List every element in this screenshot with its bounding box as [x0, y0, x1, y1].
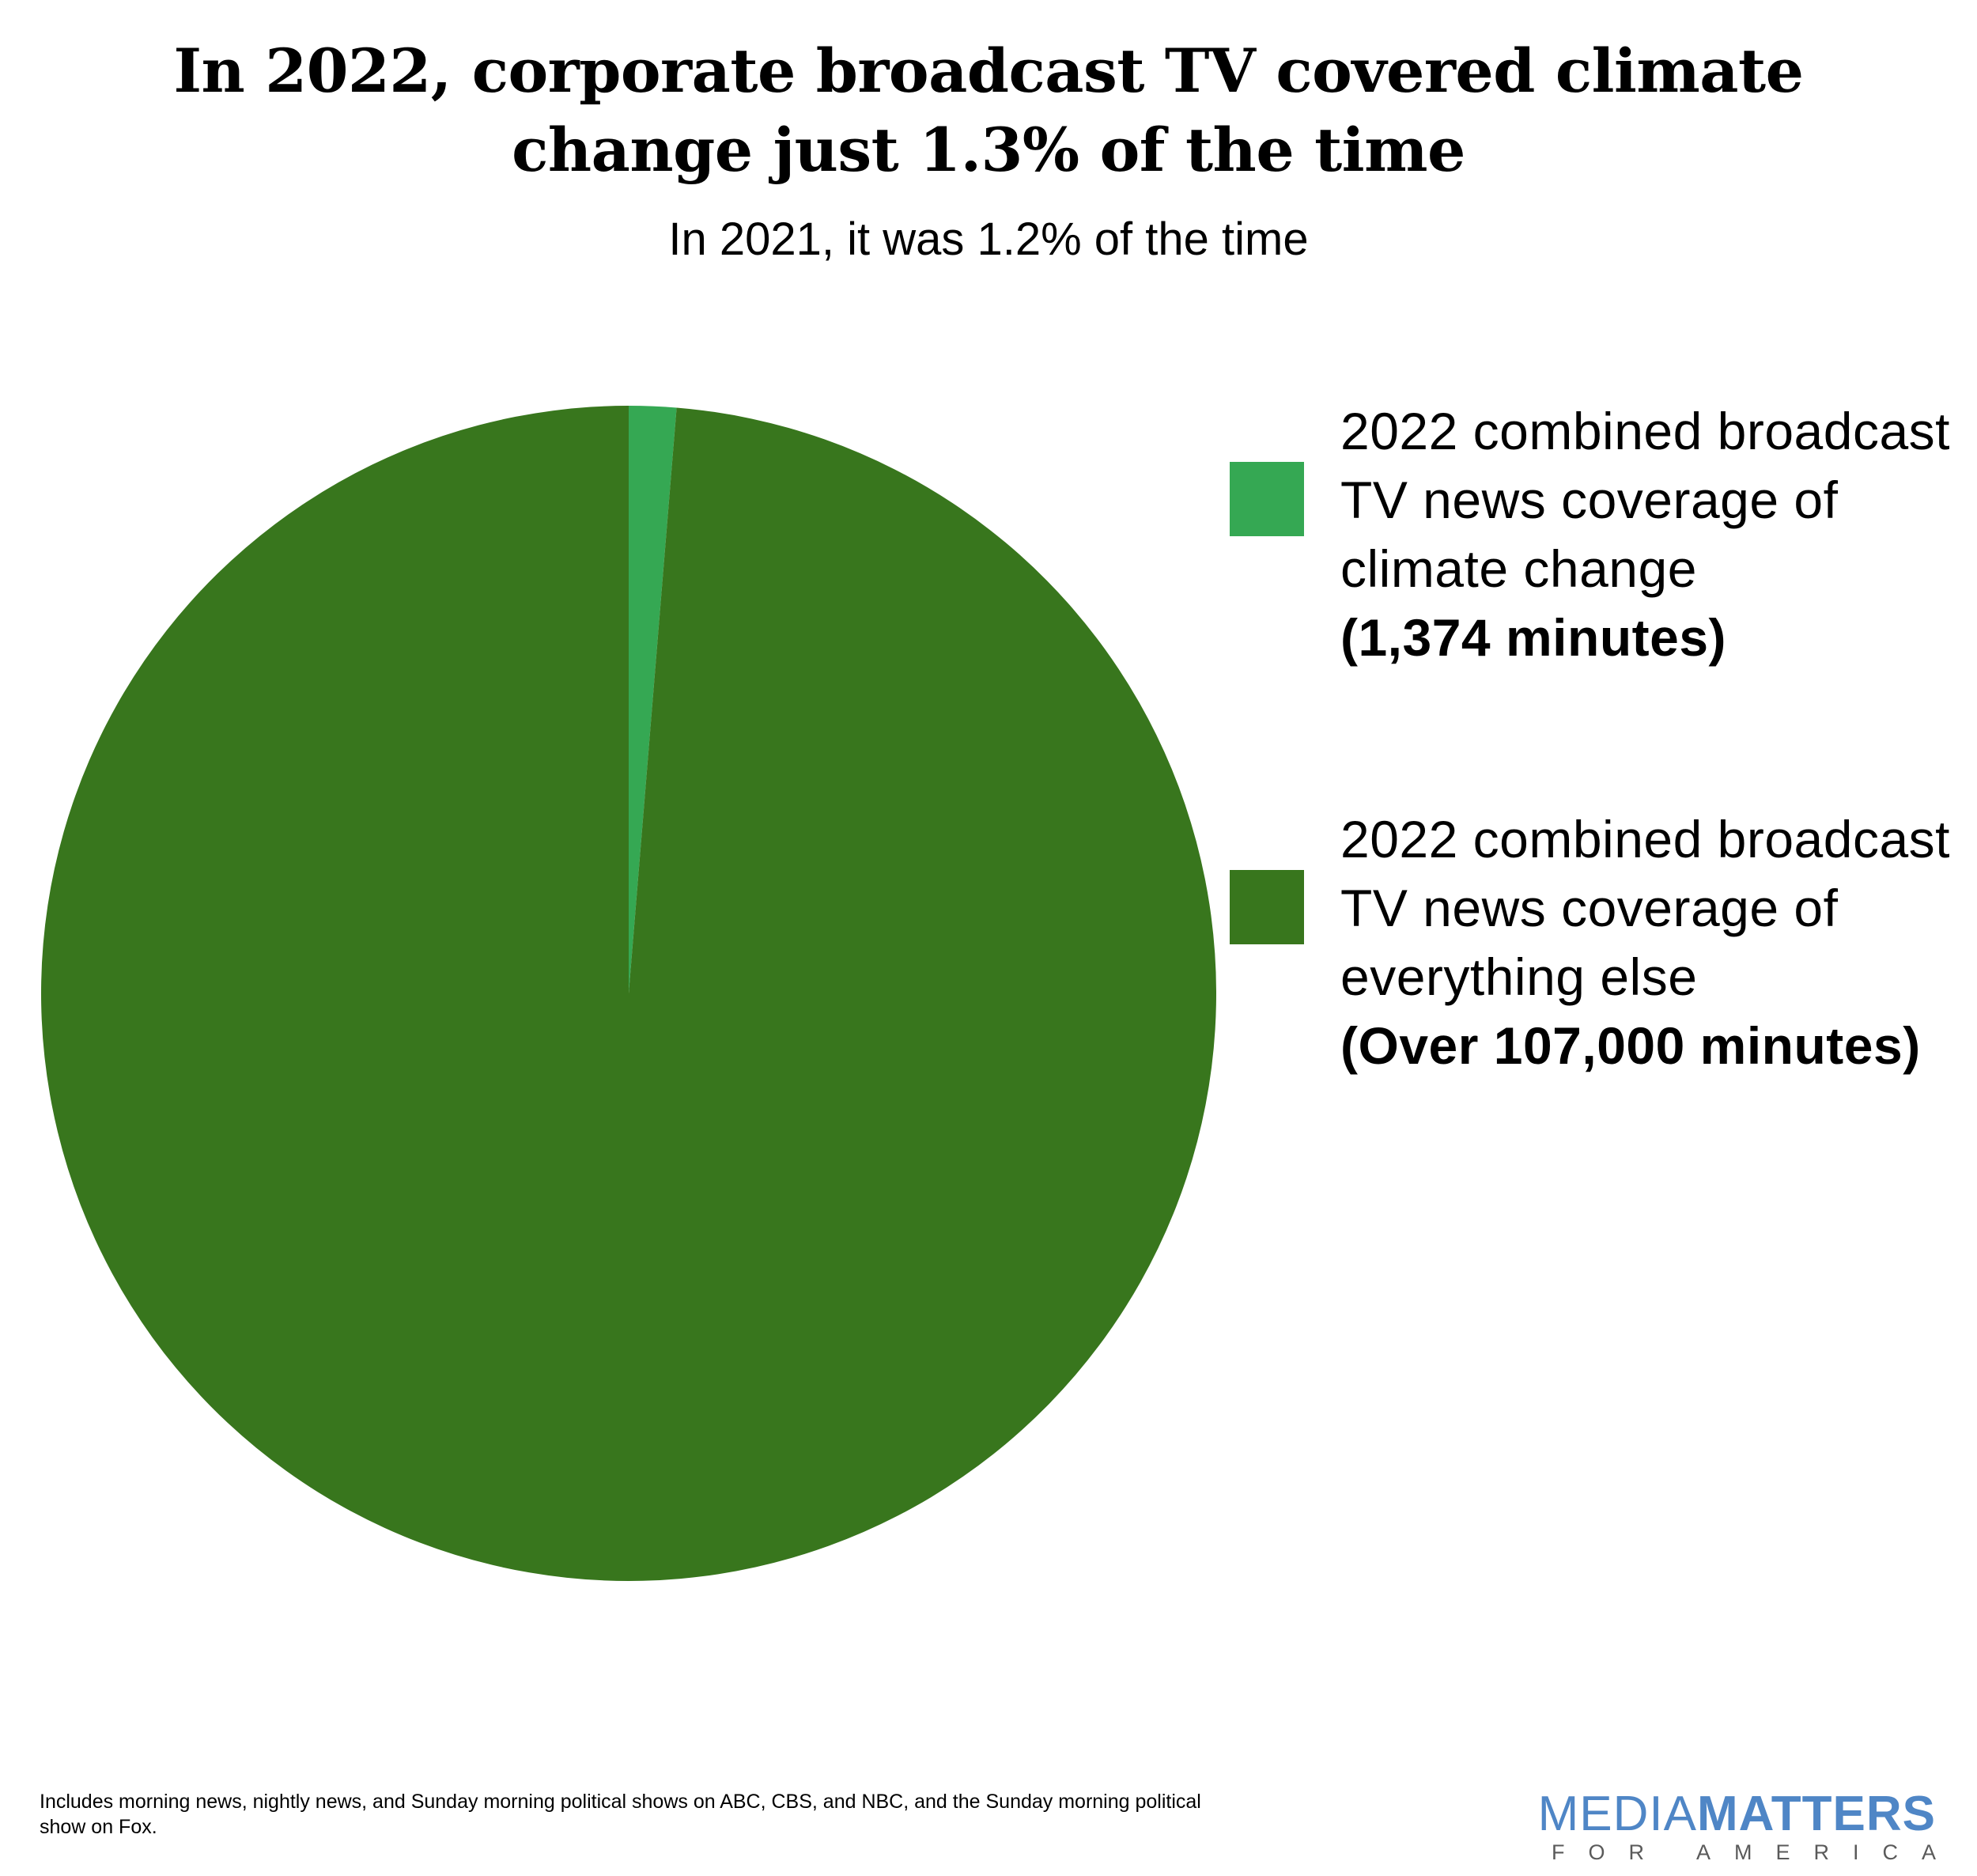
- legend-text-everything-else: 2022 combined broadcast TV news coverage…: [1340, 805, 1973, 1080]
- legend-value-climate-change: (1,374 minutes): [1340, 608, 1726, 667]
- media-matters-logo: MEDIAMATTERS FOR AMERICA: [1525, 1789, 1936, 1865]
- pie-slice-climate-change: [629, 406, 677, 993]
- logo-matters: MATTERS: [1696, 1787, 1936, 1841]
- footnote: Includes morning news, nightly news, and…: [40, 1791, 1201, 1838]
- logo-tagline: FOR AMERICA: [1551, 1840, 1960, 1864]
- legend-swatch-climate-change: [1230, 462, 1304, 536]
- legend-label-everything-else: 2022 combined broadcast TV news coverage…: [1340, 810, 1951, 1006]
- legend-label-climate-change: 2022 combined broadcast TV news coverage…: [1340, 402, 1951, 598]
- logo-wordmark: MEDIAMATTERS: [1525, 1789, 1936, 1840]
- chart-title: In 2022, corporate broadcast TV covered …: [173, 36, 1804, 185]
- legend-swatch-everything-else: [1230, 870, 1304, 944]
- pie-slice-everything-else: [40, 406, 1216, 1582]
- chart-subtitle: In 2021, it was 1.2% of the time: [668, 214, 1309, 265]
- legend-text-climate-change: 2022 combined broadcast TV news coverage…: [1340, 397, 1973, 672]
- legend-value-everything-else: (Over 107,000 minutes): [1340, 1016, 1921, 1075]
- logo-media: MEDIA: [1537, 1787, 1697, 1841]
